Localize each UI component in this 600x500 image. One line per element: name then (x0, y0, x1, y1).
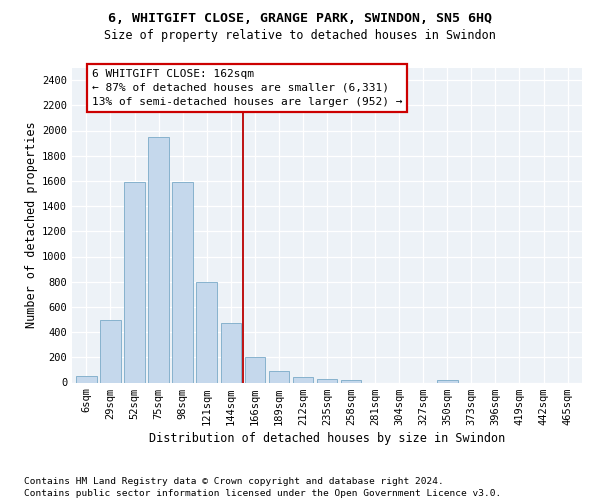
Bar (221, 324, 241, 382)
Bar (269, 371, 289, 382)
Text: Size of property relative to detached houses in Swindon: Size of property relative to detached ho… (104, 29, 496, 42)
Bar (100, 320, 121, 382)
Bar (437, 380, 458, 382)
Bar (172, 182, 193, 382)
Bar (148, 137, 169, 382)
Text: Contains public sector information licensed under the Open Government Licence v3: Contains public sector information licen… (24, 488, 501, 498)
Text: 6, WHITGIFT CLOSE, GRANGE PARK, SWINDON, SN5 6HQ: 6, WHITGIFT CLOSE, GRANGE PARK, SWINDON,… (108, 12, 492, 26)
Y-axis label: Number of detached properties: Number of detached properties (25, 122, 38, 328)
Text: Contains HM Land Registry data © Crown copyright and database right 2024.: Contains HM Land Registry data © Crown c… (24, 477, 444, 486)
Bar (124, 182, 145, 382)
Bar (293, 378, 313, 382)
Bar (341, 380, 361, 382)
Text: 6 WHITGIFT CLOSE: 162sqm
← 87% of detached houses are smaller (6,331)
13% of sem: 6 WHITGIFT CLOSE: 162sqm ← 87% of detach… (92, 69, 402, 107)
Bar (245, 358, 265, 382)
Bar (317, 378, 337, 382)
X-axis label: Distribution of detached houses by size in Swindon: Distribution of detached houses by size … (149, 432, 505, 445)
Bar (76, 376, 97, 382)
Bar (196, 282, 217, 382)
